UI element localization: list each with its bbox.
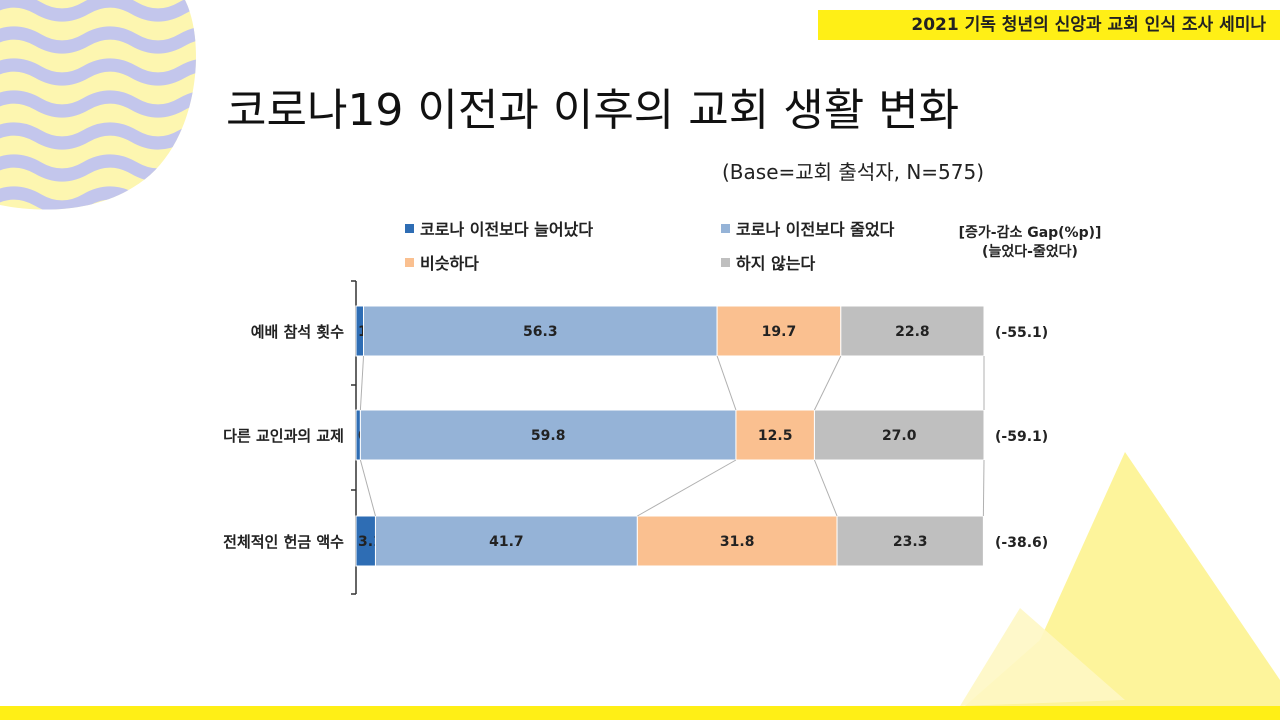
value-label-2-2: 31.8 bbox=[720, 534, 755, 550]
legend-increased: 코로나 이전보다 늘어났다 bbox=[405, 216, 593, 240]
bottom-accent-strip bbox=[0, 706, 1280, 720]
connector-1-2 bbox=[813, 459, 838, 517]
connector-0-2 bbox=[813, 355, 842, 411]
bar-2-3 bbox=[836, 515, 984, 567]
bar-1-1 bbox=[359, 409, 737, 461]
bar-0-2 bbox=[716, 305, 842, 357]
category-label-1: 다른 교인과의 교제 bbox=[223, 427, 344, 445]
value-label-2-3: 23.3 bbox=[893, 534, 928, 550]
gap-value-0: (-55.1) bbox=[995, 325, 1048, 341]
bar-1-3 bbox=[813, 409, 985, 461]
page-title: 코로나19 이전과 이후의 교회 생활 변화 bbox=[226, 85, 960, 136]
value-label-2-1: 41.7 bbox=[489, 534, 524, 550]
bar-0-1 bbox=[363, 305, 718, 357]
value-label-1-3: 27.0 bbox=[882, 428, 917, 444]
legend-label-increased: 코로나 이전보다 늘어났다 bbox=[420, 220, 594, 239]
value-label-0-2: 19.7 bbox=[762, 324, 797, 340]
legend-not-doing: 하지 않는다 bbox=[721, 250, 815, 274]
legend-swatch-similar bbox=[405, 257, 414, 267]
bar-2-1 bbox=[374, 515, 638, 567]
category-label-0: 예배 참석 횟수 bbox=[251, 323, 344, 341]
connector-0-0 bbox=[359, 355, 365, 411]
value-label-0-3: 22.8 bbox=[895, 324, 930, 340]
bar-1-2 bbox=[735, 409, 815, 461]
base-note: (Base=교회 출석자, N=575) bbox=[722, 160, 985, 184]
gap-header-line1: [증가-감소 Gap(%p)] bbox=[958, 225, 1102, 241]
value-label-0-1: 56.3 bbox=[523, 324, 558, 340]
gap-value-2: (-38.6) bbox=[995, 535, 1048, 551]
bar-2-2 bbox=[636, 515, 838, 567]
legend-swatch-not-doing bbox=[721, 257, 730, 267]
legend-decreased: 코로나 이전보다 줄었다 bbox=[721, 216, 894, 240]
bar-0-3 bbox=[840, 305, 985, 357]
value-label-1-1: 59.8 bbox=[531, 428, 566, 444]
header-banner: 2021 기독 청년의 신앙과 교회 인식 조사 세미나 bbox=[818, 10, 1280, 40]
gap-header-line2: (늘었다-줄었다) bbox=[982, 244, 1078, 260]
legend-swatch-increased bbox=[405, 223, 414, 233]
legend-label-decreased: 코로나 이전보다 줄었다 bbox=[736, 220, 895, 239]
value-label-1-2: 12.5 bbox=[758, 428, 793, 444]
legend-label-not-doing: 하지 않는다 bbox=[736, 254, 816, 273]
legend-label-similar: 비슷하다 bbox=[420, 254, 479, 273]
connector-0-1 bbox=[716, 355, 737, 411]
legend-similar: 비슷하다 bbox=[405, 250, 479, 274]
legend-swatch-decreased bbox=[721, 223, 730, 233]
connector-1-0 bbox=[359, 459, 376, 517]
connector-1-3 bbox=[982, 459, 985, 517]
gap-header: [증가-감소 Gap(%p)] (늘었다-줄었다) bbox=[930, 224, 1130, 262]
gap-value-1: (-59.1) bbox=[995, 429, 1048, 445]
connector-1-1 bbox=[637, 459, 737, 517]
category-label-2: 전체적인 헌금 액수 bbox=[223, 533, 344, 551]
